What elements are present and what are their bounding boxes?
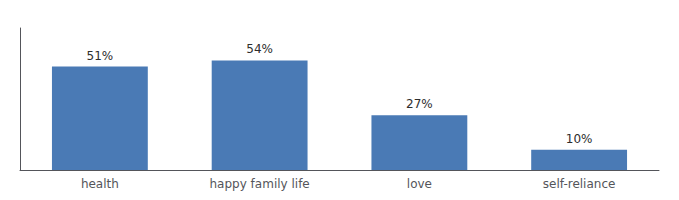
svg-text:self-reliance: self-reliance <box>543 177 616 191</box>
svg-text:10%: 10% <box>566 132 593 146</box>
svg-text:51%: 51% <box>87 49 114 63</box>
svg-text:health: health <box>81 177 119 191</box>
svg-text:54%: 54% <box>246 42 273 56</box>
svg-text:27%: 27% <box>406 97 433 111</box>
svg-text:love: love <box>407 177 432 191</box>
svg-text:happy family life: happy family life <box>210 177 310 191</box>
